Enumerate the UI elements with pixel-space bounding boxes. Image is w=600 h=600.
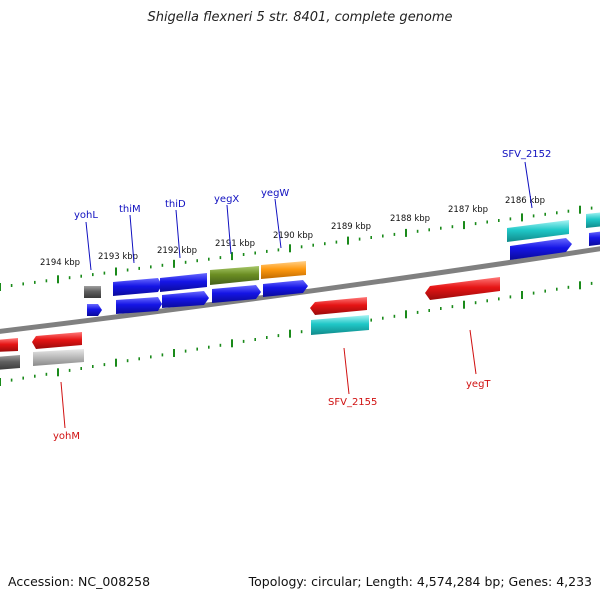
gene-label-yohM[interactable]: yohM: [53, 431, 80, 442]
scale-label-2189: 2189 kbp: [331, 222, 371, 232]
map-title: Shigella flexneri 5 str. 8401, complete …: [147, 10, 453, 25]
feature-yegT[interactable]: [425, 277, 500, 300]
feature-SFV_2152[interactable]: [507, 220, 572, 260]
gene-label-thiD[interactable]: thiD: [165, 199, 186, 210]
gene-label-yegT[interactable]: yegT: [466, 379, 491, 390]
feature-yegX[interactable]: [210, 266, 261, 303]
genome-summary-text: Topology: circular; Length: 4,574,284 bp…: [248, 574, 592, 589]
feature-thiD[interactable]: [160, 273, 209, 308]
feature-SFV_2155[interactable]: [310, 297, 369, 335]
feature-right-edge[interactable]: [586, 212, 600, 246]
scale-label-2193: 2193 kbp: [98, 252, 138, 262]
scale-label-2194: 2194 kbp: [40, 258, 80, 268]
gene-label-SFV_2152[interactable]: SFV_2152: [502, 149, 551, 160]
gene-label-yegX[interactable]: yegX: [214, 194, 239, 205]
accession-text: Accession: NC_008258: [8, 574, 151, 589]
feature-left-edge[interactable]: [0, 338, 20, 370]
scale-label-2186: 2186 kbp: [505, 196, 545, 206]
gene-label-thiM[interactable]: thiM: [119, 204, 141, 215]
scale-label-2192: 2192 kbp: [157, 246, 197, 256]
scale-label-2191: 2191 kbp: [215, 239, 255, 249]
scale-label-2187: 2187 kbp: [448, 205, 488, 215]
feature-yohM[interactable]: [32, 332, 84, 366]
gene-label-yohL[interactable]: yohL: [74, 210, 98, 221]
feature-thiM[interactable]: [113, 278, 162, 314]
scale-label-2188: 2188 kbp: [390, 214, 430, 224]
scale-ticks-outer: [0, 205, 593, 291]
gene-label-SFV_2155[interactable]: SFV_2155: [328, 397, 377, 408]
scale-label-2190: 2190 kbp: [273, 231, 313, 241]
gene-label-yegW[interactable]: yegW: [261, 188, 289, 199]
feature-yohL[interactable]: [84, 286, 102, 316]
feature-yegW[interactable]: [261, 261, 308, 297]
